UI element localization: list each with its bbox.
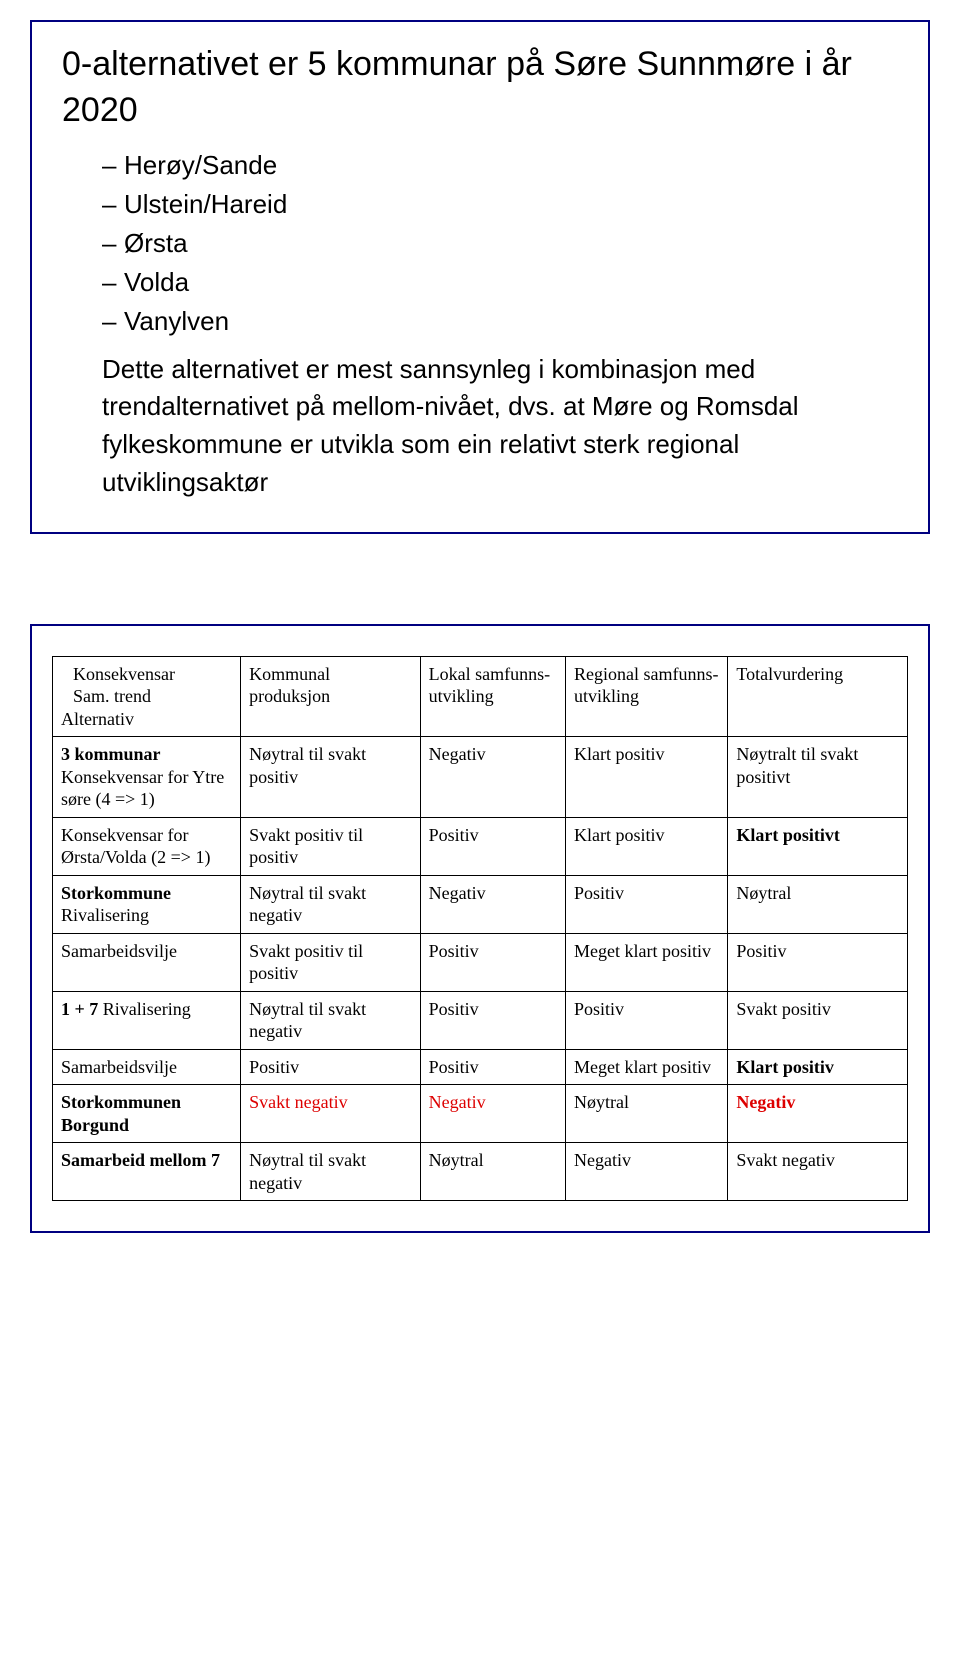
table-row: Samarbeidsvilje Svakt positiv til positi…: [53, 933, 908, 991]
bullet-list: Herøy/Sande Ulstein/Hareid Ørsta Volda V…: [102, 146, 898, 341]
table-row: 1 + 7 Rivalisering Nøytral til svakt neg…: [53, 991, 908, 1049]
list-item: Ulstein/Hareid: [102, 185, 898, 224]
table-cell: Positiv: [241, 1049, 421, 1085]
table-cell: Klart positiv: [565, 737, 727, 818]
table-cell: Negativ: [728, 1085, 908, 1143]
list-item: Herøy/Sande: [102, 146, 898, 185]
table-cell: Svakt negativ: [241, 1085, 421, 1143]
body-paragraph: Dette alternativet er mest sannsynleg i …: [102, 351, 898, 502]
table-cell: Nøytralt til svakt positivt: [728, 737, 908, 818]
table-cell: Svakt positiv til positiv: [241, 817, 421, 875]
table-cell: Negativ: [420, 875, 565, 933]
table-cell: Positiv: [728, 933, 908, 991]
header-cell-alternativ: Konsekvensar Sam. trend Alternativ: [53, 656, 241, 737]
header-cell-lokal: Lokal samfunns-utvikling: [420, 656, 565, 737]
list-item: Volda: [102, 263, 898, 302]
table-cell: Nøytral til svakt negativ: [241, 991, 421, 1049]
table-cell: Negativ: [565, 1143, 727, 1201]
page: 0-alternativet er 5 kommunar på Søre Sun…: [0, 0, 960, 1273]
table-cell: Nøytral: [565, 1085, 727, 1143]
header-cell-regional: Regional samfunns-utvikling: [565, 656, 727, 737]
header-cell-total: Totalvurdering: [728, 656, 908, 737]
header-cell-produksjon: Kommunal produksjon: [241, 656, 421, 737]
table-row: Storkommunen Borgund Svakt negativ Negat…: [53, 1085, 908, 1143]
table-header-row: Konsekvensar Sam. trend Alternativ Kommu…: [53, 656, 908, 737]
table-cell: Svakt positiv: [728, 991, 908, 1049]
list-item: Vanylven: [102, 302, 898, 341]
table-cell: Positiv: [420, 817, 565, 875]
intro-box: 0-alternativet er 5 kommunar på Søre Sun…: [30, 20, 930, 534]
table-cell: Nøytral til svakt negativ: [241, 875, 421, 933]
table-cell: Meget klart positiv: [565, 933, 727, 991]
table-cell: Svakt negativ: [728, 1143, 908, 1201]
table-cell: Positiv: [420, 1049, 565, 1085]
table-cell: Positiv: [565, 875, 727, 933]
table-row: 3 kommunar Konsekvensar for Ytre søre (4…: [53, 737, 908, 818]
table-cell: Samarbeidsvilje: [53, 1049, 241, 1085]
table-cell: Svakt positiv til positiv: [241, 933, 421, 991]
table-cell: Nøytral til svakt negativ: [241, 1143, 421, 1201]
list-item: Ørsta: [102, 224, 898, 263]
table-cell: Storkommune Rivalisering: [53, 875, 241, 933]
table-cell: Samarbeid mellom 7: [53, 1143, 241, 1201]
evaluation-table: Konsekvensar Sam. trend Alternativ Kommu…: [52, 656, 908, 1202]
page-title: 0-alternativet er 5 kommunar på Søre Sun…: [62, 42, 898, 134]
table-cell: Positiv: [420, 933, 565, 991]
table-row: Samarbeid mellom 7 Nøytral til svakt neg…: [53, 1143, 908, 1201]
table-cell: Positiv: [420, 991, 565, 1049]
table-cell: Negativ: [420, 1085, 565, 1143]
table-cell: Konsekvensar for Ørsta/Volda (2 => 1): [53, 817, 241, 875]
table-row: Konsekvensar for Ørsta/Volda (2 => 1) Sv…: [53, 817, 908, 875]
table-cell: Positiv: [565, 991, 727, 1049]
table-cell: 1 + 7 Rivalisering: [53, 991, 241, 1049]
table-box: Konsekvensar Sam. trend Alternativ Kommu…: [30, 624, 930, 1234]
table-row: Storkommune Rivalisering Nøytral til sva…: [53, 875, 908, 933]
table-cell: Nøytral: [728, 875, 908, 933]
table-cell: Meget klart positiv: [565, 1049, 727, 1085]
table-cell: Storkommunen Borgund: [53, 1085, 241, 1143]
table-cell: Samarbeidsvilje: [53, 933, 241, 991]
table-cell: Negativ: [420, 737, 565, 818]
table-row: Samarbeidsvilje Positiv Positiv Meget kl…: [53, 1049, 908, 1085]
table-cell: 3 kommunar Konsekvensar for Ytre søre (4…: [53, 737, 241, 818]
table-cell: Klart positivt: [728, 817, 908, 875]
table-cell: Nøytral til svakt positiv: [241, 737, 421, 818]
table-cell: Klart positiv: [565, 817, 727, 875]
table-cell: Nøytral: [420, 1143, 565, 1201]
table-cell: Klart positiv: [728, 1049, 908, 1085]
